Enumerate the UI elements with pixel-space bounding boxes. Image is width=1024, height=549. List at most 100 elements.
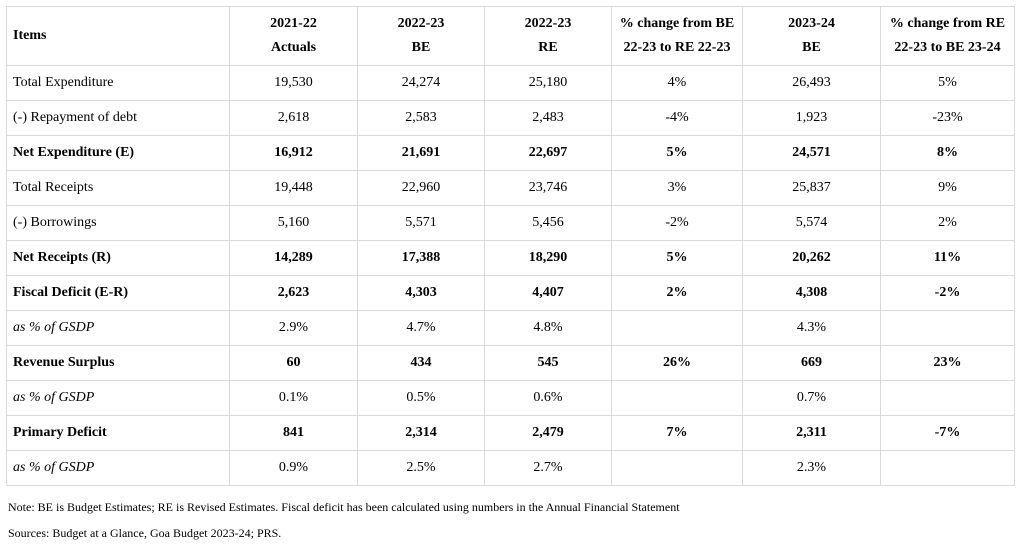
table-cell: 20,262 bbox=[742, 240, 881, 276]
table-cell: 24,274 bbox=[357, 65, 485, 101]
table-cell: 21,691 bbox=[357, 135, 485, 171]
table-cell: 2% bbox=[611, 275, 743, 311]
row-label: Net Expenditure (E) bbox=[6, 135, 230, 171]
header-line: 2022-23 bbox=[397, 16, 445, 31]
row-label: Revenue Surplus bbox=[6, 345, 230, 381]
budget-table: Items 2021-22 Actuals 2022-23 BE 2022-23 RE % c… bbox=[6, 6, 1015, 486]
row-label: Fiscal Deficit (E-R) bbox=[6, 275, 230, 311]
table-cell: 26,493 bbox=[742, 65, 881, 101]
row-label: (-) Repayment of debt bbox=[6, 100, 230, 136]
header-line: BE bbox=[802, 40, 821, 55]
table-cell: 5% bbox=[611, 240, 743, 276]
table-cell: 8% bbox=[880, 135, 1015, 171]
table-cell: 2,483 bbox=[484, 100, 612, 136]
table-cell: -7% bbox=[880, 415, 1015, 451]
table-cell: 5,574 bbox=[742, 205, 881, 241]
table-cell: 2,618 bbox=[229, 100, 358, 136]
table-cell: 1,923 bbox=[742, 100, 881, 136]
table-header: Items 2021-22 Actuals 2022-23 BE 2022-23 RE % c… bbox=[6, 6, 1015, 66]
table-cell: 0.1% bbox=[229, 380, 358, 416]
table-body: Total Expenditure 19,530 24,274 25,180 4% 26,… bbox=[6, 65, 1015, 486]
table-cell: 0.5% bbox=[357, 380, 485, 416]
table-row: Total Receipts 19,448 22,960 23,746 3% 25,837… bbox=[6, 170, 1015, 206]
table-cell bbox=[880, 380, 1015, 416]
table-cell: 24,571 bbox=[742, 135, 881, 171]
table-cell: 7% bbox=[611, 415, 743, 451]
column-header: % change from BE 22-23 to RE 22-23 bbox=[611, 6, 743, 66]
table-cell: 5,456 bbox=[484, 205, 612, 241]
header-line: Actuals bbox=[270, 40, 317, 55]
table-cell: 4% bbox=[611, 65, 743, 101]
header-line: BE bbox=[411, 40, 431, 55]
column-header: 2022-23 RE bbox=[484, 6, 612, 66]
table-cell: 4.8% bbox=[484, 310, 612, 346]
row-label: Total Expenditure bbox=[6, 65, 230, 101]
table-cell: 18,290 bbox=[484, 240, 612, 276]
table-cell: 2.9% bbox=[229, 310, 358, 346]
table-cell: 9% bbox=[880, 170, 1015, 206]
row-label: as % of GSDP bbox=[6, 450, 230, 486]
table-row: Total Expenditure 19,530 24,274 25,180 4% 26,… bbox=[6, 65, 1015, 101]
table-cell: 19,448 bbox=[229, 170, 358, 206]
table-cell: 434 bbox=[357, 345, 485, 381]
table-cell: 19,530 bbox=[229, 65, 358, 101]
table-cell: 4.7% bbox=[357, 310, 485, 346]
table-row: as % of GSDP 2.9% 4.7% 4.8% 4.3% bbox=[6, 310, 1015, 346]
table-cell: 22,960 bbox=[357, 170, 485, 206]
table-cell: -23% bbox=[880, 100, 1015, 136]
column-header: 2022-23 BE bbox=[357, 6, 485, 66]
table-cell: 4,303 bbox=[357, 275, 485, 311]
table-cell: 0.6% bbox=[484, 380, 612, 416]
table-row: as % of GSDP 0.1% 0.5% 0.6% 0.7% bbox=[6, 380, 1015, 416]
table-cell: 11% bbox=[880, 240, 1015, 276]
header-line: 22-23 to BE 23-24 bbox=[894, 40, 1001, 55]
table-cell: 16,912 bbox=[229, 135, 358, 171]
table-cell: 669 bbox=[742, 345, 881, 381]
header-row: Items 2021-22 Actuals 2022-23 BE 2022-23 RE % c… bbox=[6, 6, 1015, 66]
table-cell: 3% bbox=[611, 170, 743, 206]
header-line: Items bbox=[13, 28, 47, 43]
table-row: Net Expenditure (E) 16,912 21,691 22,697 5% 2… bbox=[6, 135, 1015, 171]
table-cell: 5,160 bbox=[229, 205, 358, 241]
table-cell bbox=[611, 380, 743, 416]
row-label: as % of GSDP bbox=[6, 310, 230, 346]
table-cell: 2,479 bbox=[484, 415, 612, 451]
table-cell: 4,407 bbox=[484, 275, 612, 311]
table-cell: 545 bbox=[484, 345, 612, 381]
table-cell: 2,311 bbox=[742, 415, 881, 451]
table-cell: -2% bbox=[880, 275, 1015, 311]
header-line: % change from BE bbox=[619, 16, 735, 31]
table-cell bbox=[611, 310, 743, 346]
table-row: as % of GSDP 0.9% 2.5% 2.7% 2.3% bbox=[6, 450, 1015, 486]
row-label: Primary Deficit bbox=[6, 415, 230, 451]
table-cell: 5% bbox=[880, 65, 1015, 101]
table-cell: 2,314 bbox=[357, 415, 485, 451]
table-row: Net Receipts (R) 14,289 17,388 18,290 5% 20,2… bbox=[6, 240, 1015, 276]
header-line: 2023-24 bbox=[788, 16, 835, 31]
table-cell: 5,571 bbox=[357, 205, 485, 241]
table-row: (-) Repayment of debt 2,618 2,583 2,483 -4% 1… bbox=[6, 100, 1015, 136]
table-cell: 17,388 bbox=[357, 240, 485, 276]
table-cell: 25,180 bbox=[484, 65, 612, 101]
table-cell: 2.5% bbox=[357, 450, 485, 486]
table-cell: 841 bbox=[229, 415, 358, 451]
table-row: Primary Deficit 841 2,314 2,479 7% 2,311 -7% bbox=[6, 415, 1015, 451]
table-cell: 14,289 bbox=[229, 240, 358, 276]
note-text: Note: BE is Budget Estimates; RE is Revi… bbox=[8, 500, 680, 514]
sources-text: Sources: Budget at a Glance, Goa Budget … bbox=[8, 526, 282, 540]
table-row: (-) Borrowings 5,160 5,571 5,456 -2% 5,574 2% bbox=[6, 205, 1015, 241]
table-cell: 2% bbox=[880, 205, 1015, 241]
table-cell: 2.7% bbox=[484, 450, 612, 486]
table-cell: 23% bbox=[880, 345, 1015, 381]
table-cell: 23,746 bbox=[484, 170, 612, 206]
column-header: 2023-24 BE bbox=[742, 6, 881, 66]
header-line: RE bbox=[538, 40, 558, 55]
header-line: 22-23 to RE 22-23 bbox=[623, 40, 731, 55]
table-cell: 5% bbox=[611, 135, 743, 171]
table-row: Revenue Surplus 60 434 545 26% 669 23% bbox=[6, 345, 1015, 381]
items-header: Items bbox=[6, 6, 230, 66]
table-cell bbox=[611, 450, 743, 486]
table-cell: 4.3% bbox=[742, 310, 881, 346]
row-label: (-) Borrowings bbox=[6, 205, 230, 241]
row-label: as % of GSDP bbox=[6, 380, 230, 416]
